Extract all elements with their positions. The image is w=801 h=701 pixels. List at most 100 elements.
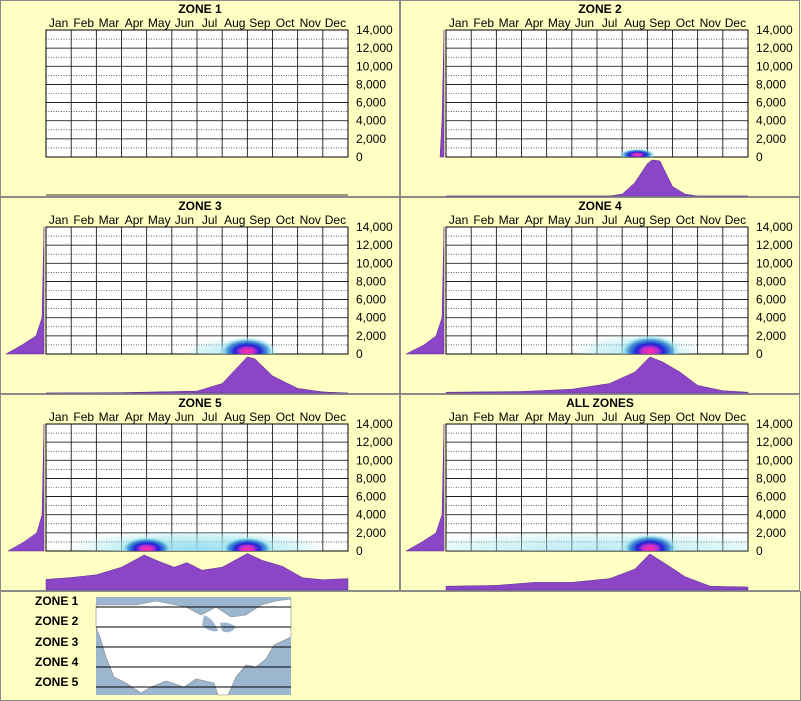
elevation-profile [7,423,45,552]
y-tick-label: 8,000 [756,274,786,288]
y-tick-label: 0 [356,544,363,558]
panel-title: ZONE 1 [178,2,222,16]
month-label: Nov [700,213,721,227]
heat-layer [446,531,748,551]
month-label: May [548,410,571,424]
plot-border [45,29,349,158]
seasonal-distribution [45,553,349,591]
heat-group [572,334,702,354]
y-tick-label: 12,000 [756,41,793,55]
y-tick-label: 12,000 [756,238,793,252]
y-tick-label: 6,000 [756,293,786,307]
y-tick-label: 2,000 [356,526,386,540]
month-label: Jul [602,16,617,30]
y-tick-label: 8,000 [356,274,386,288]
heat-group [66,530,328,551]
month-label: Jun [575,410,594,424]
legend-zone-label: ZONE 3 [35,635,79,649]
y-tick-label: 8,000 [756,471,786,485]
month-label: May [148,16,171,30]
month-label: Dec [325,16,346,30]
month-label: Oct [276,410,295,424]
month-label: Aug [624,410,645,424]
month-label: Dec [725,410,746,424]
y-tick-label: 10,000 [356,256,393,270]
heat-group [446,531,748,551]
heat-layer [619,148,656,157]
month-label: Feb [73,410,94,424]
month-label: Jun [175,16,194,30]
month-label: Oct [676,410,695,424]
month-label: Feb [473,16,494,30]
great-lakes [202,615,236,633]
month-label: Mar [499,16,520,30]
month-label: Feb [473,213,494,227]
month-label: Mar [499,213,520,227]
panel-title: ZONE 5 [178,396,222,410]
month-label: Apr [525,213,544,227]
month-label: Jan [449,410,468,424]
y-tick-label: 0 [756,347,763,361]
us-map-icon [95,597,292,696]
month-label: Apr [125,16,144,30]
month-label: Feb [73,213,94,227]
month-label: Nov [700,16,721,30]
legend-zone-label: ZONE 5 [35,675,79,689]
month-label: Jun [175,410,194,424]
y-tick-label: 4,000 [356,508,386,522]
month-label: Dec [325,213,346,227]
month-label: Sep [249,213,271,227]
y-tick-label: 14,000 [356,417,393,431]
seasonal-distribution [446,159,748,197]
month-label: Jan [49,410,68,424]
month-label: Apr [525,16,544,30]
legend-zone-label: ZONE 2 [35,614,79,628]
month-label: Jul [602,213,617,227]
month-label: Jul [602,410,617,424]
y-tick-label: 0 [356,150,363,164]
y-tick-label: 8,000 [356,471,386,485]
month-label: Nov [300,213,321,227]
month-label: Nov [300,16,321,30]
y-tick-label: 14,000 [356,220,393,234]
y-tick-label: 10,000 [756,256,793,270]
month-label: Apr [125,213,144,227]
y-tick-label: 12,000 [356,435,393,449]
month-label: May [548,213,571,227]
month-label: Jan [49,213,68,227]
y-tick-label: 2,000 [756,526,786,540]
y-tick-label: 14,000 [756,23,793,37]
month-label: Oct [276,16,295,30]
month-label: Jun [175,213,194,227]
month-label: Jan [449,16,468,30]
heat-blob [219,337,276,354]
month-label: Aug [224,410,245,424]
y-tick-label: 4,000 [756,114,786,128]
month-label: Jul [202,213,217,227]
y-tick-label: 4,000 [756,311,786,325]
month-label: Jan [49,16,68,30]
y-tick-label: 10,000 [756,59,793,73]
month-label: Sep [249,16,271,30]
month-label: Apr [125,410,144,424]
heat-group [619,148,656,157]
month-label: Sep [649,410,671,424]
y-tick-label: 10,000 [356,59,393,73]
zone-panel: ZONE 4 Jan Feb Mar Apr May Jun Jul Aug Sep Oct Nov D… [400,197,800,394]
month-label: Aug [624,16,645,30]
zone-panel: ZONE 1 Jan Feb Mar Apr May Jun Jul Aug Sep Oct Nov D… [0,0,400,197]
month-label: Jul [202,16,217,30]
y-tick-label: 6,000 [356,293,386,307]
month-label: Feb [73,16,94,30]
y-tick-label: 12,000 [356,41,393,55]
y-tick-label: 0 [756,544,763,558]
month-label: Dec [725,213,746,227]
y-tick-label: 2,000 [756,329,786,343]
panel-title: ZONE 4 [578,199,622,213]
month-label: Jun [575,213,594,227]
heat-layer [66,530,328,551]
elevation-profile [5,226,45,355]
heat-blob [120,536,173,551]
